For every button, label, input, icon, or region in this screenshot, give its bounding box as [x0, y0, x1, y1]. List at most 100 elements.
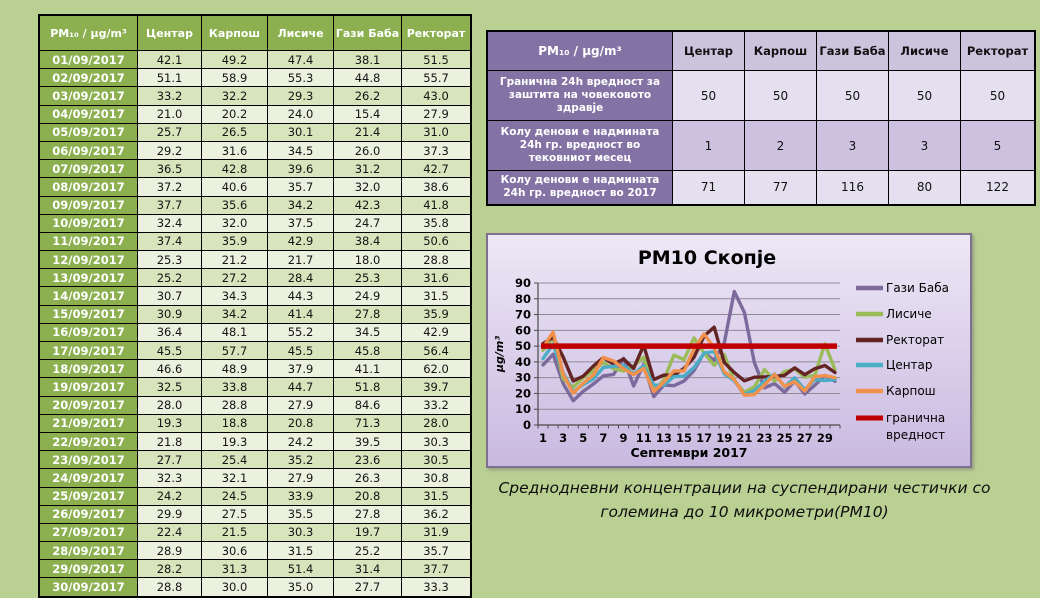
value-cell: 24.5 [201, 486, 268, 506]
value-cell: 42.7 [401, 159, 472, 179]
date-cell: 08/09/2017 [38, 177, 138, 197]
value-cell: 45.8 [333, 340, 402, 361]
table-row: 20/09/2017 28.0 28.8 27.9 84.6 33.2 [38, 395, 472, 415]
y-tick-label: 90 [515, 276, 531, 290]
value-cell: 62.0 [401, 359, 472, 379]
daily-col-header: Ректорат [401, 14, 472, 51]
value-cell: 43.0 [401, 86, 472, 106]
date-cell: 10/09/2017 [38, 213, 138, 233]
x-tick-label: 29 [817, 431, 833, 445]
value-cell: 37.4 [137, 231, 202, 252]
summary-col-header: Лисиче [888, 30, 961, 71]
value-cell: 5 [960, 120, 1036, 171]
x-tick-label: 15 [676, 431, 692, 445]
pm10-chart-panel: 0 10 20 30 40 50 60 70 80 90 1 3 5 7 9 11 13 15 17 19 21 23 25… [486, 233, 972, 468]
value-cell: 41.8 [401, 195, 472, 215]
value-cell: 26.0 [333, 140, 402, 161]
daily-col-header: Лисиче [267, 14, 334, 51]
daily-table-header: PM₁₀ / µg/m³ Центар Карпош Лисиче Гази Баба Р… [38, 14, 472, 51]
value-cell: 51.1 [137, 68, 202, 88]
legend-label: вредност [886, 428, 945, 442]
value-cell: 30.9 [137, 304, 202, 324]
date-cell: 18/09/2017 [38, 359, 138, 379]
x-tick-label: 13 [656, 431, 672, 445]
value-cell: 39.5 [333, 431, 402, 452]
value-cell: 122 [960, 170, 1036, 205]
summary-col-header: Центар [672, 30, 745, 71]
value-cell: 26.2 [333, 86, 402, 106]
value-cell: 27.9 [267, 395, 334, 415]
value-cell: 24.7 [333, 213, 402, 233]
table-row: 27/09/2017 22.4 21.5 30.3 19.7 31.9 [38, 522, 472, 543]
x-tick-label: 7 [599, 431, 607, 445]
value-cell: 24.0 [267, 104, 334, 124]
value-cell: 36.5 [137, 159, 202, 179]
table-row: 11/09/2017 37.4 35.9 42.9 38.4 50.6 [38, 231, 472, 252]
value-cell: 37.3 [401, 140, 472, 161]
summary-corner-label: PM₁₀ / µg/m³ [486, 30, 673, 71]
value-cell: 71 [672, 170, 745, 205]
table-row: 09/09/2017 37.7 35.6 34.2 42.3 41.8 [38, 195, 472, 215]
table-row: 17/09/2017 45.5 57.7 45.5 45.8 56.4 [38, 340, 472, 361]
value-cell: 116 [816, 170, 889, 205]
value-cell: 42.1 [137, 49, 202, 70]
table-row: 01/09/2017 42.1 49.2 47.4 38.1 51.5 [38, 49, 472, 70]
value-cell: 80 [888, 170, 961, 205]
value-cell: 37.5 [267, 213, 334, 233]
value-cell: 44.8 [333, 68, 402, 88]
value-cell: 20.8 [267, 413, 334, 433]
value-cell: 36.4 [137, 322, 202, 343]
value-cell: 31.0 [401, 122, 472, 142]
table-row: 28/09/2017 28.9 30.6 31.5 25.2 35.7 [38, 541, 472, 561]
value-cell: 32.5 [137, 377, 202, 397]
date-cell: 25/09/2017 [38, 486, 138, 506]
value-cell: 38.1 [333, 49, 402, 70]
x-tick-label: 1 [539, 431, 547, 445]
table-row: 23/09/2017 27.7 25.4 35.2 23.6 30.5 [38, 450, 472, 470]
date-cell: 06/09/2017 [38, 140, 138, 161]
value-cell: 30.5 [401, 450, 472, 470]
value-cell: 35.9 [401, 304, 472, 324]
value-cell: 48.9 [201, 359, 268, 379]
value-cell: 37.7 [137, 195, 202, 215]
value-cell: 28.4 [267, 268, 334, 288]
value-cell: 34.3 [201, 286, 268, 306]
summary-header-row: PM₁₀ / µg/m³ Центар Карпош Гази Баба Лисиче Р… [486, 30, 1036, 71]
daily-col-header: Карпош [201, 14, 268, 51]
value-cell: 1 [672, 120, 745, 171]
value-cell: 32.0 [333, 177, 402, 197]
date-cell: 27/09/2017 [38, 522, 138, 543]
date-cell: 11/09/2017 [38, 231, 138, 252]
value-cell: 28.0 [137, 395, 202, 415]
value-cell: 32.3 [137, 468, 202, 488]
table-row: 03/09/2017 33.2 32.2 29.3 26.2 43.0 [38, 86, 472, 106]
table-row: Колу денови е надмината 24h гр. вредност… [486, 120, 1036, 171]
x-tick-label: 21 [736, 431, 752, 445]
value-cell: 48.1 [201, 322, 268, 343]
value-cell: 50.6 [401, 231, 472, 252]
value-cell: 25.4 [201, 450, 268, 470]
value-cell: 27.7 [333, 577, 402, 598]
date-cell: 26/09/2017 [38, 504, 138, 524]
value-cell: 26.5 [201, 122, 268, 142]
date-cell: 14/09/2017 [38, 286, 138, 306]
value-cell: 32.4 [137, 213, 202, 233]
value-cell: 21.2 [201, 250, 268, 270]
summary-table-body: Гранична 24h вредност за заштита на чове… [486, 70, 1036, 205]
value-cell: 24.2 [137, 486, 202, 506]
table-row: 19/09/2017 32.5 33.8 44.7 51.8 39.7 [38, 377, 472, 397]
value-cell: 34.2 [201, 304, 268, 324]
date-cell: 04/09/2017 [38, 104, 138, 124]
value-cell: 29.2 [137, 140, 202, 161]
value-cell: 30.6 [201, 541, 268, 561]
daily-col-header: Гази Баба [333, 14, 402, 51]
legend-label: Гази Баба [886, 281, 949, 295]
date-cell: 02/09/2017 [38, 68, 138, 88]
date-cell: 23/09/2017 [38, 450, 138, 470]
value-cell: 30.7 [137, 286, 202, 306]
summary-row-label: Колу денови е надмината 24h гр. вредност… [486, 170, 673, 205]
value-cell: 44.7 [267, 377, 334, 397]
value-cell: 20.8 [333, 486, 402, 506]
value-cell: 33.3 [401, 577, 472, 598]
table-row: 15/09/2017 30.9 34.2 41.4 27.8 35.9 [38, 304, 472, 324]
